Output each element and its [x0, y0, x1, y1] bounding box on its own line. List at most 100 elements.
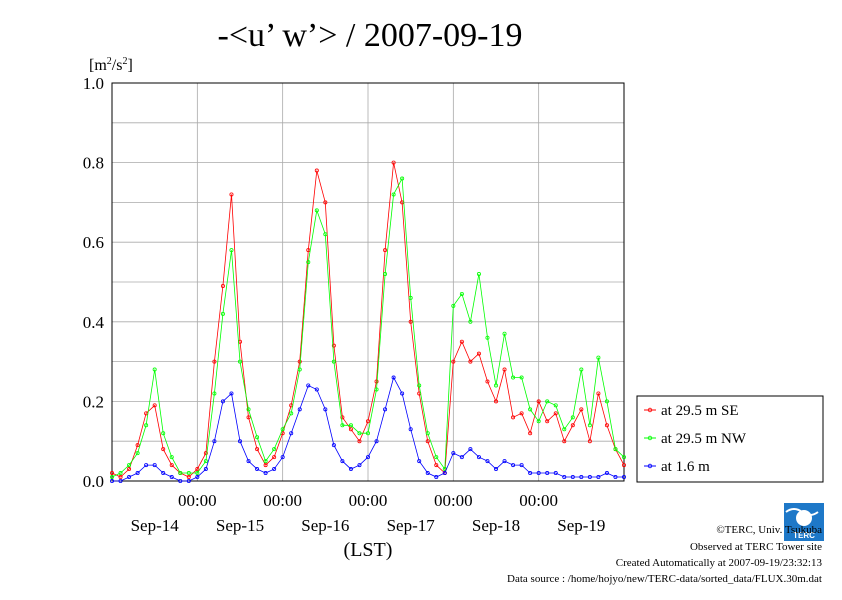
data-point [169, 475, 174, 480]
x-tick-day-label: Sep-16 [301, 516, 349, 535]
data-point [604, 399, 609, 404]
data-point [536, 419, 541, 424]
data-point [425, 431, 430, 436]
data-point [622, 475, 627, 480]
data-point [408, 319, 413, 324]
data-point [314, 387, 319, 392]
data-point [493, 399, 498, 404]
data-point [263, 463, 268, 468]
data-point [289, 431, 294, 436]
data-point [468, 447, 473, 452]
data-point [476, 351, 481, 356]
data-point [203, 459, 208, 464]
series-2 [110, 375, 627, 483]
data-point [417, 383, 422, 388]
data-point [280, 455, 285, 460]
data-point [263, 471, 268, 476]
data-point [340, 415, 345, 420]
data-point [212, 359, 217, 364]
data-point [400, 391, 405, 396]
data-point [323, 200, 328, 205]
data-point [186, 471, 191, 476]
y-tick-label: 0.4 [83, 313, 105, 332]
data-point [340, 459, 345, 464]
y-tick-labels: 0.0 0.2 0.4 0.6 0.8 1.0 [83, 74, 105, 491]
data-point [118, 475, 123, 480]
data-point [289, 411, 294, 416]
data-point [451, 451, 456, 456]
data-point [570, 423, 575, 428]
data-point [570, 415, 575, 420]
data-point [365, 431, 370, 436]
data-point [562, 475, 567, 480]
data-point [613, 447, 618, 452]
data-point [272, 447, 277, 452]
data-point [280, 427, 285, 432]
data-point [110, 471, 115, 476]
series-line [111, 177, 625, 478]
data-point [357, 439, 362, 444]
data-point [306, 260, 311, 265]
data-point [383, 248, 388, 253]
data-point [485, 459, 490, 464]
data-point [459, 291, 464, 296]
data-point [297, 407, 302, 412]
y-tick-label: 0.0 [83, 472, 104, 491]
data-point [485, 335, 490, 340]
y-unit-suffix: ] [127, 57, 132, 74]
data-point [604, 471, 609, 476]
data-point [519, 463, 524, 468]
y-tick-label: 1.0 [83, 74, 104, 93]
source-text: Data source : /home/hojyo/new/TERC-data/… [507, 573, 822, 585]
data-point [229, 248, 234, 253]
plot-area-frame [111, 82, 625, 482]
series-line [111, 162, 625, 478]
data-point [178, 478, 183, 483]
data-point [178, 471, 183, 476]
data-point [536, 471, 541, 476]
legend-swatch-marker [647, 435, 653, 441]
data-point [545, 419, 550, 424]
data-point [314, 208, 319, 213]
grid-lines [112, 83, 624, 481]
data-point [425, 471, 430, 476]
data-point [579, 367, 584, 372]
data-point [553, 403, 558, 408]
data-point [562, 439, 567, 444]
data-point [255, 467, 260, 472]
data-point [468, 359, 473, 364]
data-point [374, 387, 379, 392]
data-point [118, 471, 123, 476]
data-point [331, 359, 336, 364]
data-point [323, 232, 328, 237]
data-point [348, 423, 353, 428]
data-point [451, 359, 456, 364]
data-point [255, 447, 260, 452]
x-tick-day-label: Sep-17 [387, 516, 436, 535]
data-point [587, 475, 592, 480]
data-point [203, 467, 208, 472]
data-point [195, 467, 200, 472]
data-point [246, 415, 251, 420]
data-point [545, 399, 550, 404]
data-point [161, 471, 166, 476]
observed-text: Observed at TERC Tower site [690, 541, 822, 553]
data-point [622, 455, 627, 460]
legend-swatch-marker [647, 407, 653, 413]
data-point [272, 455, 277, 460]
data-point [476, 272, 481, 277]
logo-wave-icon [785, 508, 819, 516]
data-point [511, 375, 516, 380]
data-point [135, 471, 140, 476]
data-point [152, 367, 157, 372]
data-point [220, 311, 225, 316]
data-point [186, 478, 191, 483]
x-tick-day-label: Sep-18 [472, 516, 520, 535]
data-point [314, 168, 319, 173]
data-point [528, 431, 533, 436]
data-point [135, 451, 140, 456]
chart-title: -<u’ w’> / 2007-09-19 [218, 17, 523, 54]
data-point [383, 407, 388, 412]
data-point [391, 375, 396, 380]
